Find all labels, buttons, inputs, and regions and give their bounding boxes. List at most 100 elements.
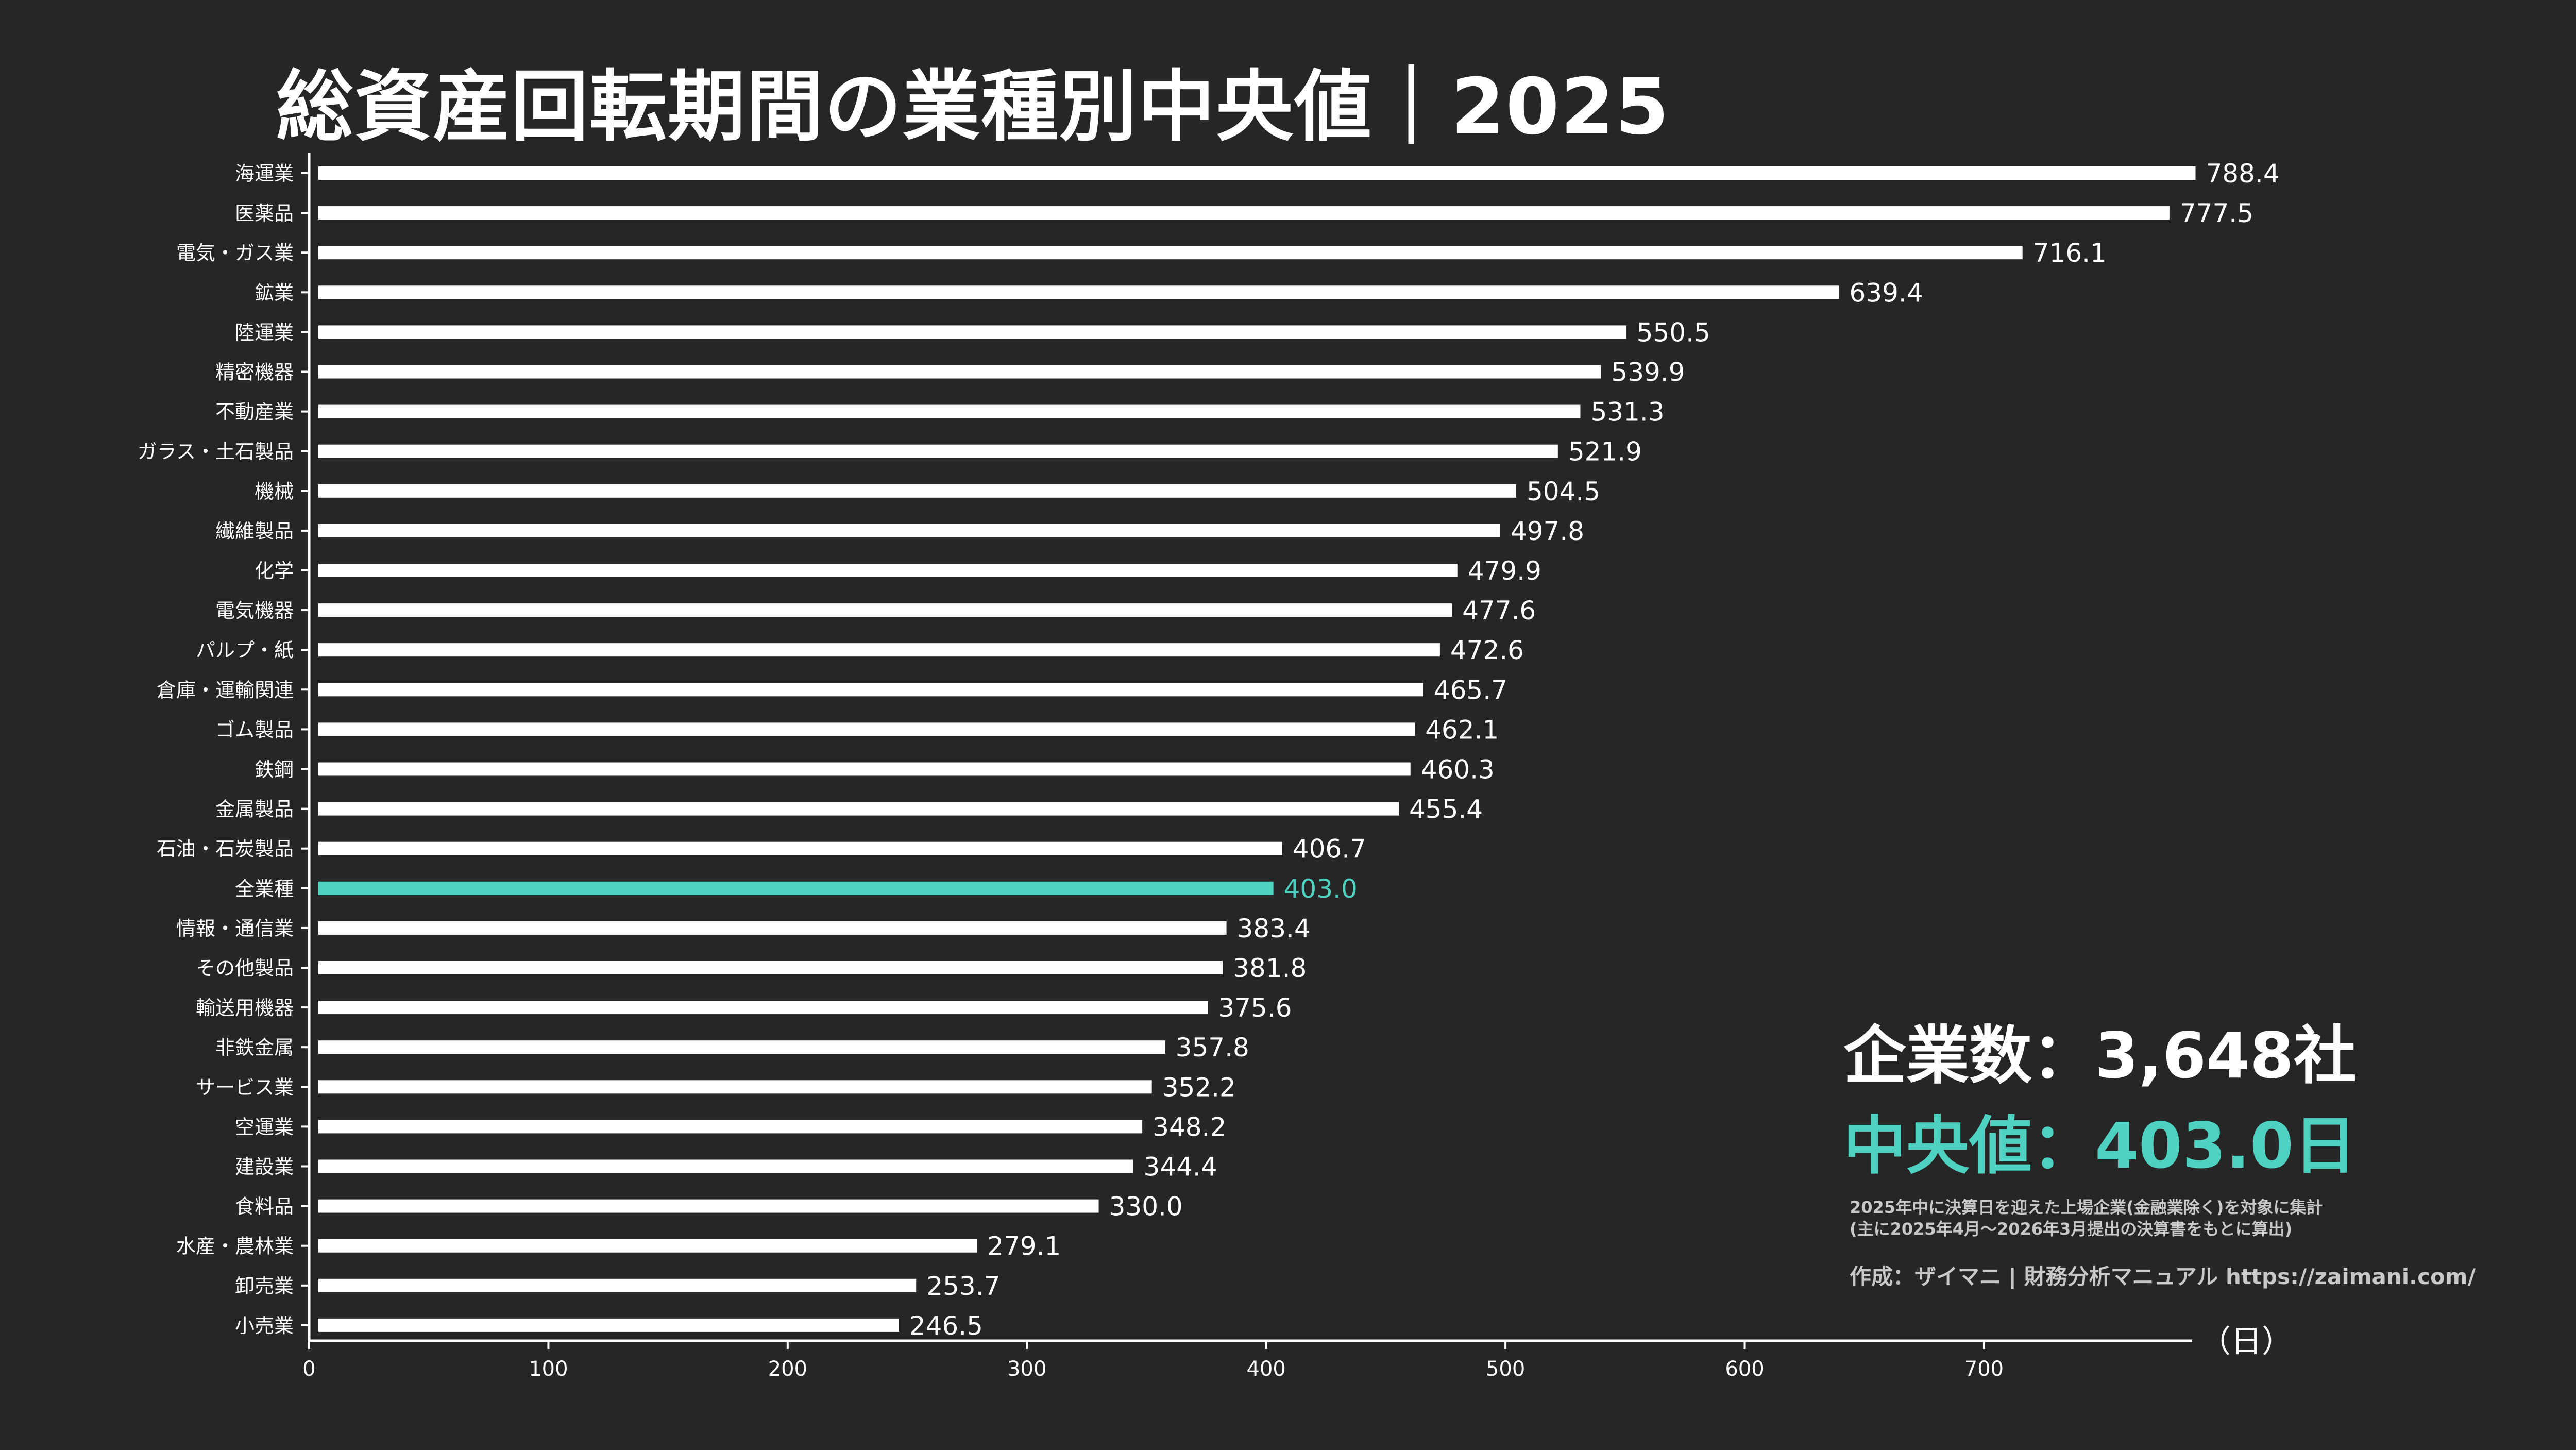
category-label: 石油・石炭製品 [157,838,294,861]
value-label: 531.3 [1590,397,1664,427]
bar [318,484,1517,498]
bar [318,404,1581,418]
category-label: 非鉄金属 [215,1036,294,1059]
value-label: 777.5 [2180,198,2253,228]
category-label: 繊維製品 [215,520,294,543]
bar [318,961,1223,974]
category-label: 鉄鋼 [255,758,294,781]
bar [318,246,2023,260]
category-label: 不動産業 [215,401,294,424]
category-label: 精密機器 [215,361,294,384]
category-label: 食料品 [235,1195,294,1218]
bar [318,762,1411,776]
value-label: 406.7 [1293,834,1366,864]
value-label: 455.4 [1409,795,1483,824]
x-tick-label: 700 [1964,1357,2004,1381]
category-label: 金属製品 [215,798,294,821]
bar [318,1239,977,1253]
value-label: 465.7 [1434,675,1507,705]
category-label: 空運業 [235,1116,294,1138]
bar [318,802,1399,816]
company-count: 企業数：3,648社 [1843,1019,2357,1092]
x-tick-label: 600 [1725,1357,1764,1381]
x-tick-label: 500 [1486,1357,1525,1381]
bar [318,285,1839,299]
category-label: 卸売業 [235,1275,294,1297]
value-label: 550.5 [1637,317,1710,347]
value-label: 352.2 [1162,1072,1236,1102]
bar [318,1278,917,1292]
bar [318,524,1500,537]
value-label: 477.6 [1462,596,1536,626]
category-label: サービス業 [196,1076,294,1099]
value-label: 348.2 [1153,1112,1226,1142]
category-label: 電気・ガス業 [176,242,294,264]
value-label: 403.0 [1284,874,1358,904]
value-label: 539.9 [1611,358,1685,387]
value-label: 246.5 [909,1311,983,1341]
value-label: 462.1 [1425,715,1499,745]
median-value: 中央値：403.0日 [1843,1109,2357,1183]
x-tick-label: 300 [1007,1357,1046,1381]
category-label: 電気機器 [215,599,294,622]
value-label: 639.4 [1850,278,1923,308]
x-tick-label: 100 [529,1357,568,1381]
value-label: 357.8 [1176,1033,1249,1063]
bar [318,643,1440,657]
bar [318,1199,1099,1213]
bar [318,206,2170,220]
value-label: 344.4 [1143,1152,1217,1182]
bar [318,166,2196,180]
value-label: 381.8 [1233,953,1307,983]
category-label: ゴム製品 [215,718,294,741]
bar [318,1159,1133,1173]
bar [318,564,1458,577]
value-label: 788.4 [2206,159,2280,189]
value-label: 479.9 [1468,556,1541,586]
chart-title: 総資産回転期間の業種別中央値｜2025 [276,62,1670,152]
category-label: 陸運業 [235,321,294,344]
category-label: 輸送用機器 [196,997,294,1019]
value-label: 375.6 [1218,993,1292,1023]
category-label: 情報・通信業 [176,917,294,940]
bar [318,881,1274,895]
bar [318,1318,899,1332]
source-credit: 作成：ザイマニ | 財務分析マニュアル https://zaimani.com/ [1850,1264,2476,1289]
value-label: 521.9 [1568,437,1642,467]
category-label: 海運業 [235,162,294,185]
value-label: 504.5 [1527,477,1600,507]
bar [318,365,1601,379]
bar [318,444,1558,458]
value-label: 330.0 [1109,1192,1183,1222]
category-label: 全業種 [235,878,294,900]
bar [318,683,1423,697]
category-label: 建設業 [235,1156,294,1178]
x-tick-label: 200 [768,1357,807,1381]
x-tick-label: 0 [302,1357,315,1381]
category-label: 倉庫・運輸関連 [157,679,294,701]
x-tick-label: 400 [1247,1357,1286,1381]
bar [318,1120,1143,1134]
category-label: 機械 [255,480,294,503]
bar [318,603,1452,617]
category-label: パルプ・紙 [196,639,294,662]
bar [318,722,1415,736]
value-label: 253.7 [926,1271,1000,1301]
category-label: ガラス・土石製品 [138,441,294,463]
value-label: 383.4 [1237,914,1311,943]
bar [318,921,1227,935]
bar [318,1040,1165,1054]
category-label: 化学 [255,560,294,582]
footnote-line-1: 2025年中に決算日を迎えた上場企業(金融業除く)を対象に集計 [1850,1198,2323,1217]
category-label: 水産・農林業 [176,1235,294,1258]
value-label: 716.1 [2033,238,2107,268]
x-unit-label: （日） [2200,1324,2293,1360]
footnote-line-2: (主に2025年4月～2026年3月提出の決算書をもとに算出) [1850,1219,2293,1239]
bar [318,1080,1152,1094]
bar [318,841,1282,855]
category-label: 小売業 [235,1314,294,1337]
category-label: その他製品 [196,957,294,980]
value-label: 472.6 [1450,635,1524,665]
value-label: 497.8 [1511,516,1584,546]
